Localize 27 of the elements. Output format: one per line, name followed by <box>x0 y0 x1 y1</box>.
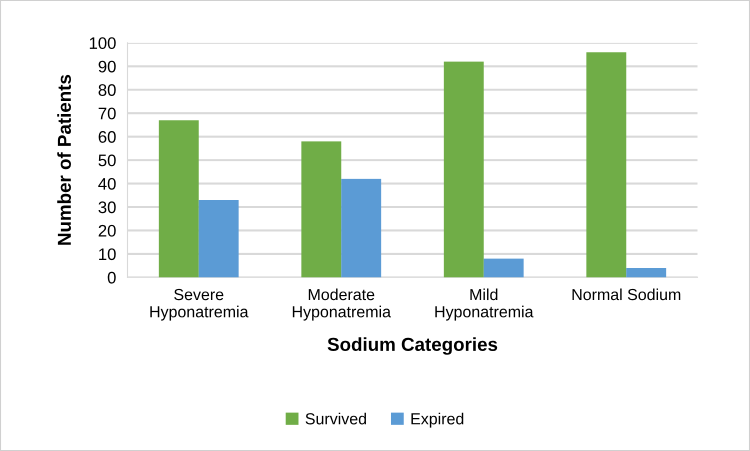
y-tick-label: 100 <box>90 37 116 50</box>
bar <box>158 120 199 278</box>
y-tick-label: 20 <box>98 224 116 237</box>
y-axis-title: Number of Patients <box>57 74 71 245</box>
x-axis-title: Sodium Categories <box>328 337 498 355</box>
bar <box>198 200 239 278</box>
y-tick-label: 80 <box>98 84 116 96</box>
x-tick-label: Severe Hyponatremia <box>150 288 248 321</box>
bar <box>586 52 626 278</box>
y-tick-label: 90 <box>98 60 116 72</box>
x-tick-label: Mild Hyponatremia <box>435 288 534 321</box>
y-tick-label: 60 <box>98 131 116 143</box>
bar <box>301 141 342 278</box>
bar <box>484 258 524 278</box>
legend-label: Expired <box>411 412 464 428</box>
y-tick-label: 30 <box>98 201 116 214</box>
y-tick-label: 10 <box>99 248 116 260</box>
y-tick-label: 70 <box>98 108 116 120</box>
bar <box>626 268 666 278</box>
y-tick-label: 50 <box>98 154 116 166</box>
x-tick-label: Normal Sodium <box>572 288 680 300</box>
bar <box>341 178 382 278</box>
y-tick-label: 40 <box>98 178 116 190</box>
x-tick-label: Moderate Hyponatremia <box>292 288 391 321</box>
y-tick-label: 0 <box>108 272 116 284</box>
legend-label: Survived <box>306 412 366 424</box>
bar <box>444 62 484 278</box>
